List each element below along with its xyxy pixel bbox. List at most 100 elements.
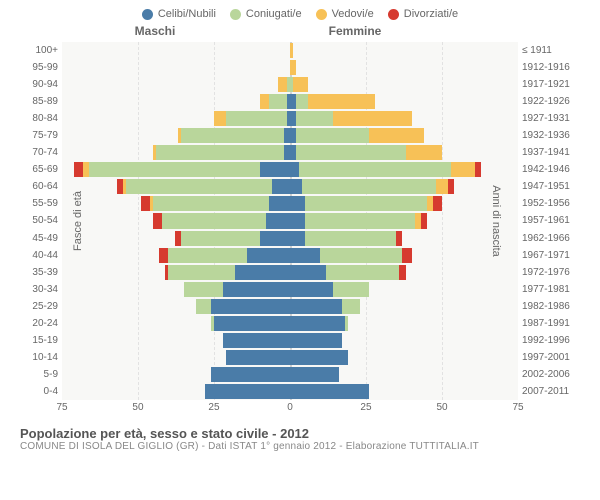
birth-label: 1922-1926 [522,96,580,107]
age-label: 95-99 [20,62,58,73]
bar-segment [260,94,269,109]
bar-segment [214,316,290,331]
bar-segment [226,350,290,365]
legend-label: Celibi/Nubili [158,8,216,20]
male-bar [62,350,290,365]
x-tick: 50 [436,402,447,413]
birth-label: 1992-1996 [522,335,580,346]
age-row: 80-841927-1931 [62,110,518,127]
male-bar [62,299,290,314]
birth-label: 1957-1961 [522,215,580,226]
bar-segment [211,367,290,382]
female-bar [290,77,518,92]
age-row: 45-491962-1966 [62,230,518,247]
bar-segment [290,248,320,263]
age-row: 70-741937-1941 [62,144,518,161]
age-label: 15-19 [20,335,58,346]
male-bar [62,94,290,109]
male-bar [62,282,290,297]
age-row: 30-341977-1981 [62,281,518,298]
birth-label: 1987-1991 [522,318,580,329]
age-row: 100+≤ 1911 [62,42,518,59]
birth-label: 1972-1976 [522,267,580,278]
bar-segment [153,196,269,211]
age-label: 75-79 [20,130,58,141]
bar-segment [141,196,150,211]
bar-segment [290,43,293,58]
bar-segment [421,213,427,228]
birth-label: 2007-2011 [522,386,580,397]
legend-label: Vedovi/e [332,8,374,20]
legend-item: Celibi/Nubili [142,8,216,20]
bar-segment [305,213,414,228]
birth-label: 1997-2001 [522,352,580,363]
bar-segment [214,111,226,126]
female-bar [290,350,518,365]
bar-segment [153,213,162,228]
birth-label: 1917-1921 [522,79,580,90]
legend-label: Divorziati/e [404,8,458,20]
birth-label: 1962-1966 [522,233,580,244]
bar-segment [223,282,290,297]
male-bar [62,316,290,331]
age-label: 5-9 [20,369,58,380]
bar-segment [290,179,302,194]
female-bar [290,213,518,228]
bar-segment [333,111,412,126]
legend-swatch [316,9,327,20]
age-row: 50-541957-1961 [62,212,518,229]
bar-segment [448,179,454,194]
chart: Fasce di età Anni di nascita 100+≤ 19119… [20,42,580,422]
age-label: 85-89 [20,96,58,107]
female-bar [290,299,518,314]
bar-segment [196,299,211,314]
female-bar [290,367,518,382]
age-row: 20-241987-1991 [62,315,518,332]
bar-segment [269,196,290,211]
gender-labels: Maschi Femmine [0,24,600,42]
bar-segment [290,367,339,382]
female-bar [290,384,518,399]
bar-segment [296,111,332,126]
female-bar [290,179,518,194]
bar-segment [308,94,375,109]
bar-segment [168,248,247,263]
bar-segment [406,145,442,160]
bar-segment [290,384,369,399]
birth-label: ≤ 1911 [522,45,580,56]
birth-label: 1952-1956 [522,198,580,209]
bar-segment [168,265,235,280]
male-bar [62,60,290,75]
chart-title: Popolazione per età, sesso e stato civil… [20,426,580,441]
age-label: 70-74 [20,147,58,158]
bar-segment [156,145,284,160]
male-bar [62,196,290,211]
bar-segment [433,196,442,211]
footer: Popolazione per età, sesso e stato civil… [0,422,600,452]
bar-segment [302,179,436,194]
legend-item: Coniugati/e [230,8,302,20]
x-tick: 50 [132,402,143,413]
female-bar [290,265,518,280]
male-label: Maschi [0,24,250,38]
x-tick: 0 [287,402,293,413]
birth-label: 1937-1941 [522,147,580,158]
legend-swatch [230,9,241,20]
male-bar [62,384,290,399]
bar-segment [290,282,333,297]
age-label: 45-49 [20,233,58,244]
age-row: 15-191992-1996 [62,332,518,349]
male-bar [62,333,290,348]
female-bar [290,43,518,58]
birth-label: 1977-1981 [522,284,580,295]
bar-segment [290,350,348,365]
female-label: Femmine [250,24,500,38]
age-label: 35-39 [20,267,58,278]
plot-area: Fasce di età Anni di nascita 100+≤ 19119… [62,42,518,400]
age-row: 35-391972-1976 [62,264,518,281]
bar-segment [305,196,427,211]
legend: Celibi/Nubili Coniugati/e Vedovi/e Divorzia… [0,0,600,24]
female-bar [290,316,518,331]
bar-segment [345,316,348,331]
bar-segment [126,179,272,194]
